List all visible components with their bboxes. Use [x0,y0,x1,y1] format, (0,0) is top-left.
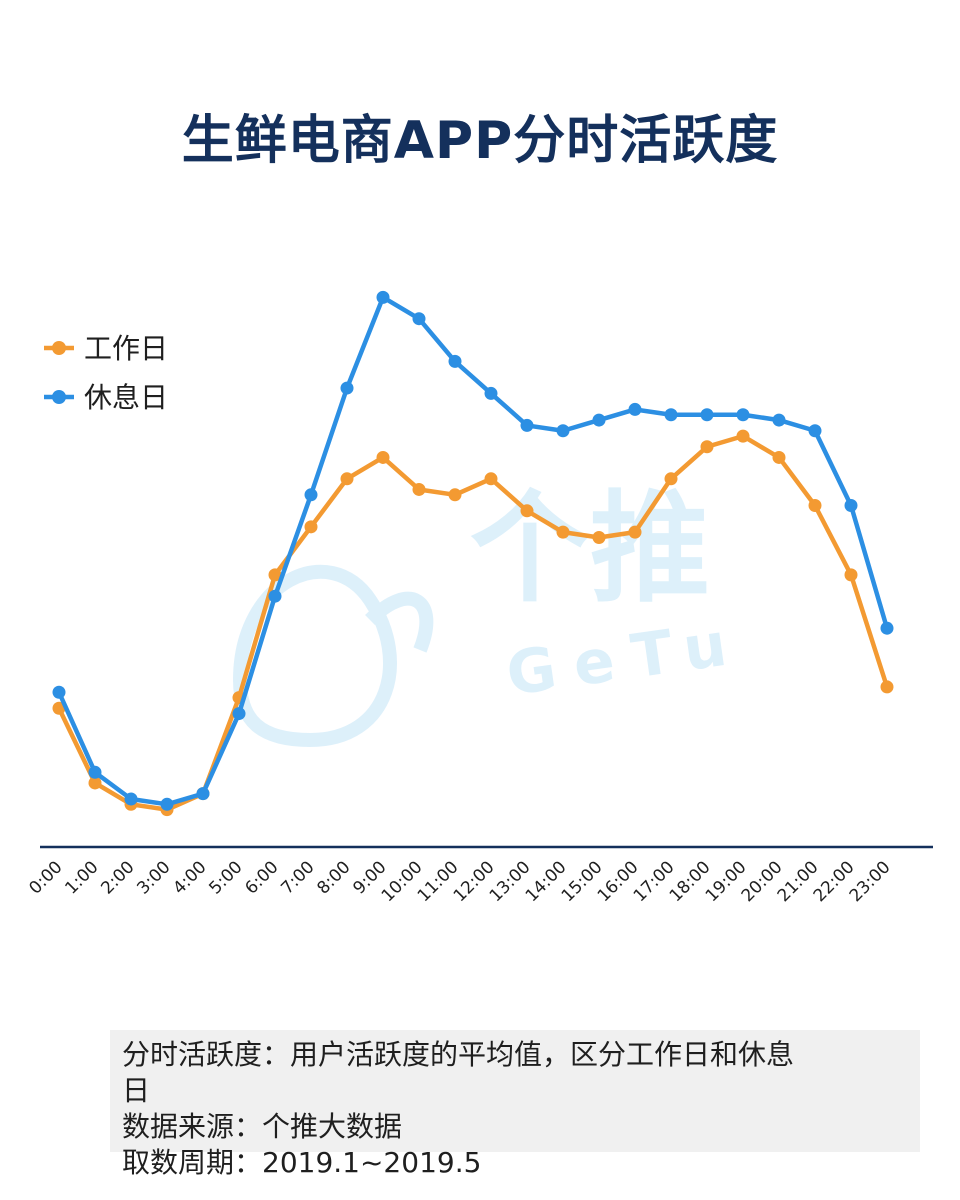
series-0-point-19 [736,429,750,443]
series-1-point-7 [304,488,318,502]
series-1-point-3 [160,797,174,811]
x-tick-label-0: 0:00 [25,857,66,898]
series-1-point-17 [664,408,678,422]
x-tick-label-6: 6:00 [241,857,282,898]
series-1-point-6 [268,589,282,603]
series-0-point-21 [808,498,822,512]
series-0-point-8 [340,472,354,486]
series-0-point-11 [448,488,462,502]
series-0-point-1 [88,776,102,790]
series-0-point-22 [844,568,858,582]
watermark-main: 个推 [470,480,710,619]
series-0-point-23 [880,680,894,694]
series-layer [52,290,894,817]
series-1-point-5 [232,707,246,721]
series-0-point-7 [304,520,318,534]
x-tick-label-3: 3:00 [133,857,174,898]
series-0-point-16 [628,525,642,539]
x-tick-label-23: 23:00 [846,857,895,906]
x-tick-label-2: 2:00 [97,857,138,898]
note-period: 取数周期：2019.1~2019.5 [122,1146,482,1179]
series-1-point-23 [880,621,894,635]
legend-label-1: 休息日 [84,381,168,414]
x-tick-label-4: 4:00 [169,857,210,898]
series-1-point-21 [808,424,822,438]
series-1-point-18 [700,408,714,422]
series-1-point-16 [628,402,642,416]
series-1-line [56,295,890,807]
series-1-point-8 [340,381,354,395]
series-1-point-10 [412,312,426,326]
series-0-point-18 [700,440,714,454]
legend-marker-1 [52,390,66,404]
series-0-point-15 [592,530,606,544]
note-definition-cont: 日 [122,1074,151,1107]
series-1-point-20 [772,413,786,427]
series-0-point-6 [268,568,282,582]
series-1-point-11 [448,354,462,368]
series-0-point-12 [484,472,498,486]
legend-marker-0 [52,341,66,355]
series-0-point-0 [52,701,66,715]
series-1-point-22 [844,498,858,512]
note-source: 数据来源：个推大数据 [122,1110,403,1143]
x-tick-label-7: 7:00 [277,857,318,898]
x-tick-label-1: 1:00 [61,857,102,898]
series-1-point-0 [52,685,66,699]
series-0-point-20 [772,450,786,464]
series-1-point-4 [196,787,210,801]
series-0 [52,429,894,817]
series-1-point-14 [556,424,570,438]
series-0-point-9 [376,450,390,464]
series-0-point-17 [664,472,678,486]
series-1-point-12 [484,386,498,400]
series-1-point-9 [376,290,390,304]
series-0-point-10 [412,482,426,496]
x-tick-label-8: 8:00 [313,857,354,898]
series-1-point-15 [592,413,606,427]
x-axis-ticks: 0:001:002:003:004:005:006:007:008:009:00… [25,857,894,906]
legend-label-0: 工作日 [84,332,168,365]
series-1-point-1 [88,765,102,779]
series-0-point-14 [556,525,570,539]
series-0-point-13 [520,504,534,518]
note-definition: 分时活跃度：用户活跃度的平均值，区分工作日和休息 [122,1038,795,1071]
series-1-point-13 [520,418,534,432]
series-1 [52,290,894,811]
series-0-line [56,433,890,812]
chart-title: 生鲜电商APP分时活跃度 [181,111,779,171]
x-tick-label-5: 5:00 [205,857,246,898]
series-1-point-19 [736,408,750,422]
note-box [110,1030,920,1152]
series-1-point-2 [124,792,138,806]
